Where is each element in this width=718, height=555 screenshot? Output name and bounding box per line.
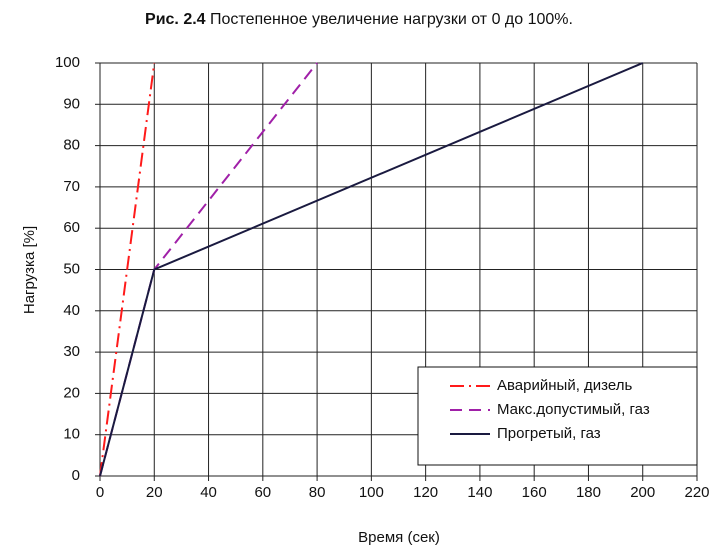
x-tick-label: 20 <box>146 484 163 501</box>
x-tick-label: 180 <box>576 484 601 501</box>
legend-box <box>417 366 698 466</box>
x-tick-label: 200 <box>630 484 655 501</box>
y-tick-label: 70 <box>63 178 80 195</box>
y-tick-label: 20 <box>63 384 80 401</box>
x-tick-label: 100 <box>359 484 384 501</box>
y-tick-label: 60 <box>63 219 80 236</box>
x-tick-label: 60 <box>254 484 271 501</box>
x-tick-label: 0 <box>96 484 104 501</box>
x-tick-label: 120 <box>413 484 438 501</box>
y-tick-label: 10 <box>63 426 80 443</box>
figure-label: Рис. 2.4 <box>145 11 206 28</box>
y-tick-label: 80 <box>63 137 80 154</box>
y-tick-label: 50 <box>63 260 80 277</box>
legend-label: Прогретый, газ <box>497 425 601 442</box>
series-line <box>99 62 156 477</box>
x-tick-label: 80 <box>309 484 326 501</box>
series-line <box>99 62 644 477</box>
y-axis-label: Нагрузка [%] <box>21 226 38 314</box>
y-tick-label: 0 <box>72 467 80 484</box>
legend-label: Макс.допустимый, газ <box>497 401 650 418</box>
y-tick-label: 30 <box>63 343 80 360</box>
y-tick-label: 100 <box>55 54 80 71</box>
chart-title: Рис. 2.4 Постепенное увеличение нагрузки… <box>145 11 573 28</box>
x-tick-label: 220 <box>684 484 709 501</box>
x-tick-label: 160 <box>522 484 547 501</box>
x-tick-label: 140 <box>467 484 492 501</box>
y-tick-label: 90 <box>63 95 80 112</box>
legend-label: Аварийный, дизель <box>497 377 632 394</box>
title-text: Постепенное увеличение нагрузки от 0 до … <box>210 11 573 28</box>
x-axis-label: Время (сек) <box>358 529 440 546</box>
y-tick-label: 40 <box>63 302 80 319</box>
x-tick-label: 40 <box>200 484 217 501</box>
